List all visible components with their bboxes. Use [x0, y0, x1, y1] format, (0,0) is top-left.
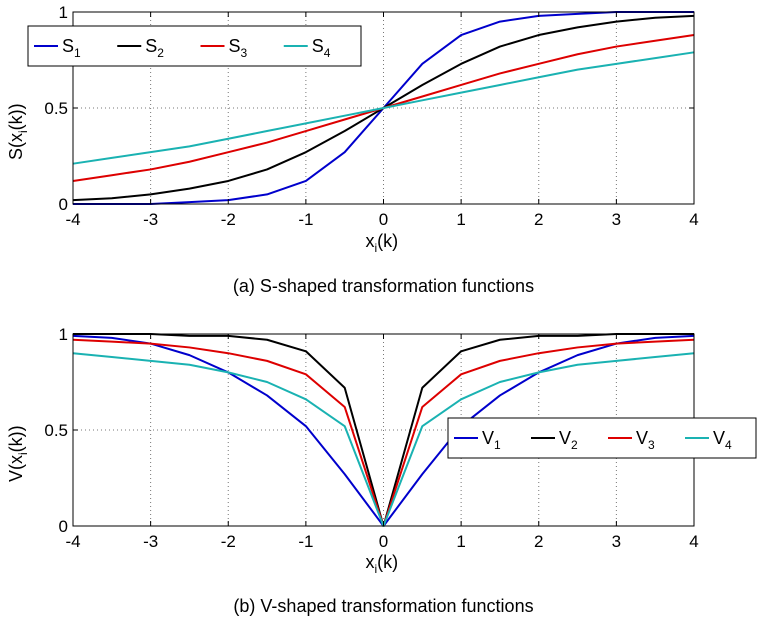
legend-label-s2-main: S: [145, 36, 157, 56]
y-axis-label-rest: (k)): [6, 103, 26, 130]
x-tick-label: -2: [221, 532, 236, 551]
legend-label-s3: S3: [229, 36, 248, 60]
legend-label-s2: S2: [145, 36, 164, 60]
x-axis-label-main: x: [366, 231, 375, 251]
y-axis-label-sub: i: [16, 452, 30, 455]
x-tick-label: -3: [143, 210, 158, 229]
y-axis-label: V(xi(k)): [6, 425, 30, 482]
legend-label-v2-main: V: [559, 428, 571, 448]
x-tick-label: 0: [379, 532, 388, 551]
legend-label-s4: S4: [312, 36, 331, 60]
legend-label-v1-sub: 1: [494, 438, 501, 452]
y-axis-label-sub: i: [16, 130, 30, 133]
legend-label-s3-sub: 3: [241, 46, 248, 60]
x-axis-label-sub: i: [375, 241, 378, 255]
x-axis-label-rest: (k): [377, 231, 398, 251]
y-axis-label-main: S(x: [6, 133, 26, 160]
legend-label-s1-main: S: [62, 36, 74, 56]
caption: (b) V-shaped transformation functions: [233, 596, 533, 616]
legend-label-v4: V4: [713, 428, 732, 452]
x-tick-label: 1: [456, 210, 465, 229]
legend-label-s4-sub: 4: [324, 46, 331, 60]
legend-label-v2: V2: [559, 428, 578, 452]
x-tick-label: -1: [298, 532, 313, 551]
x-axis-label: xi(k): [366, 231, 399, 255]
x-tick-label: 4: [689, 532, 698, 551]
y-tick-label: 0: [59, 195, 68, 214]
caption: (a) S-shaped transformation functions: [233, 276, 534, 296]
y-tick-label: 0.5: [44, 421, 68, 440]
x-tick-label: 3: [612, 210, 621, 229]
legend-label-v1-main: V: [482, 428, 494, 448]
y-axis-label: S(xi(k)): [6, 103, 30, 160]
x-tick-label: -1: [298, 210, 313, 229]
y-axis-label-main: V(x: [6, 455, 26, 482]
y-tick-label: 0: [59, 517, 68, 536]
x-tick-label: -4: [65, 210, 80, 229]
x-tick-label: 2: [534, 210, 543, 229]
x-axis-label-sub: i: [375, 562, 378, 576]
legend: V1 V2 V3 V4: [447, 417, 757, 459]
x-tick-label: 0: [379, 210, 388, 229]
x-tick-label: 3: [612, 532, 621, 551]
legend-label-v2-sub: 2: [571, 438, 578, 452]
legend-label-v4-sub: 4: [725, 438, 732, 452]
x-axis-label-main: x: [366, 552, 375, 572]
legend-label-v3: V3: [636, 428, 655, 452]
series-line-s4: [72, 51, 695, 165]
x-tick-label: -3: [143, 532, 158, 551]
legend-label-v3-main: V: [636, 428, 648, 448]
legend-label-s1: S1: [62, 36, 81, 60]
legend-label-v4-main: V: [713, 428, 725, 448]
legend-label-s4-main: S: [312, 36, 324, 56]
y-tick-label: 1: [59, 3, 68, 22]
legend: S1 S2 S3 S4: [27, 25, 362, 67]
x-tick-label: 1: [456, 532, 465, 551]
x-tick-label: -2: [221, 210, 236, 229]
y-tick-label: 0.5: [44, 99, 68, 118]
legend-label-v1: V1: [482, 428, 501, 452]
x-tick-label: 4: [689, 210, 698, 229]
legend-label-s2-sub: 2: [157, 46, 164, 60]
x-axis-label: xi(k): [366, 552, 399, 576]
x-tick-label: 2: [534, 532, 543, 551]
legend-box: [27, 25, 362, 67]
legend-label-v3-sub: 3: [648, 438, 655, 452]
legend-label-s3-main: S: [229, 36, 241, 56]
y-tick-label: 1: [59, 325, 68, 344]
y-axis-label-rest: (k)): [6, 425, 26, 452]
legend-label-s1-sub: 1: [74, 46, 81, 60]
x-tick-label: -4: [65, 532, 80, 551]
x-axis-label-rest: (k): [377, 552, 398, 572]
